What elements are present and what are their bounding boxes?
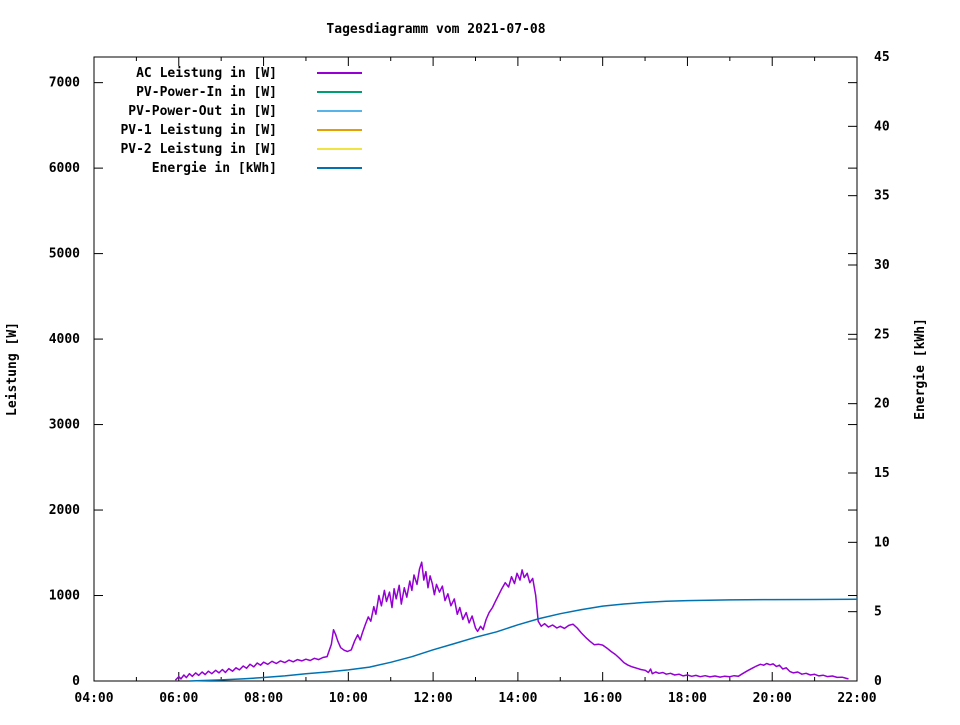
- y2-tick-label: 35: [874, 189, 890, 204]
- y2-tick-label: 40: [874, 119, 890, 134]
- x-tick-label: 10:00: [329, 691, 368, 706]
- y-tick-label: 5000: [49, 247, 80, 262]
- y2-tick-label: 10: [874, 535, 890, 550]
- legend-label: AC Leistung in [W]: [136, 66, 277, 81]
- x-tick-label: 08:00: [244, 691, 283, 706]
- x-tick-label: 20:00: [753, 691, 792, 706]
- y2-tick-label: 20: [874, 397, 890, 412]
- legend-label: PV-Power-Out in [W]: [128, 104, 277, 119]
- legend: AC Leistung in [W] PV-Power-In in [W] PV-P…: [120, 66, 362, 176]
- series-curves: [174, 561, 858, 682]
- x-tick-label: 06:00: [159, 691, 198, 706]
- y2-axis-label: Energie [kWh]: [913, 318, 928, 420]
- chart-title: Tagesdiagramm vom 2021-07-08: [326, 22, 545, 37]
- y2-tick-label: 0: [874, 674, 882, 689]
- y-axis-label: Leistung [W]: [5, 322, 20, 416]
- y-tick-label: 1000: [49, 589, 80, 604]
- y2-tick-label: 15: [874, 466, 890, 481]
- legend-label: PV-1 Leistung in [W]: [120, 123, 277, 138]
- axes-frame: 04:00 06:00 08:00 10:00 12:00 14:00 16:00 18:00…: [49, 50, 890, 706]
- y2-tick-label: 5: [874, 605, 882, 620]
- legend-label: PV-2 Leistung in [W]: [120, 142, 277, 157]
- y-tick-label: 6000: [49, 161, 80, 176]
- y-tick-label: 2000: [49, 503, 80, 518]
- y-tick-label: 3000: [49, 418, 80, 433]
- y-tick-label: 4000: [49, 332, 80, 347]
- x-tick-label: 18:00: [668, 691, 707, 706]
- series-line-energie-in-kwh-: [189, 598, 858, 682]
- y2-tick-label: 45: [874, 50, 890, 65]
- y2-tick-label: 25: [874, 327, 890, 342]
- legend-label: Energie in [kWh]: [152, 161, 277, 176]
- x-tick-label: 16:00: [583, 691, 622, 706]
- x-tick-label: 14:00: [498, 691, 537, 706]
- x-tick-label: 12:00: [414, 691, 453, 706]
- y2-tick-label: 30: [874, 258, 890, 273]
- legend-label: PV-Power-In in [W]: [136, 85, 277, 100]
- y-tick-label: 7000: [49, 76, 80, 91]
- series-line-ac-leistung-in-w-: [174, 561, 849, 681]
- y-tick-label: 0: [72, 674, 80, 689]
- x-tick-label: 04:00: [74, 691, 113, 706]
- x-tick-label: 22:00: [837, 691, 876, 706]
